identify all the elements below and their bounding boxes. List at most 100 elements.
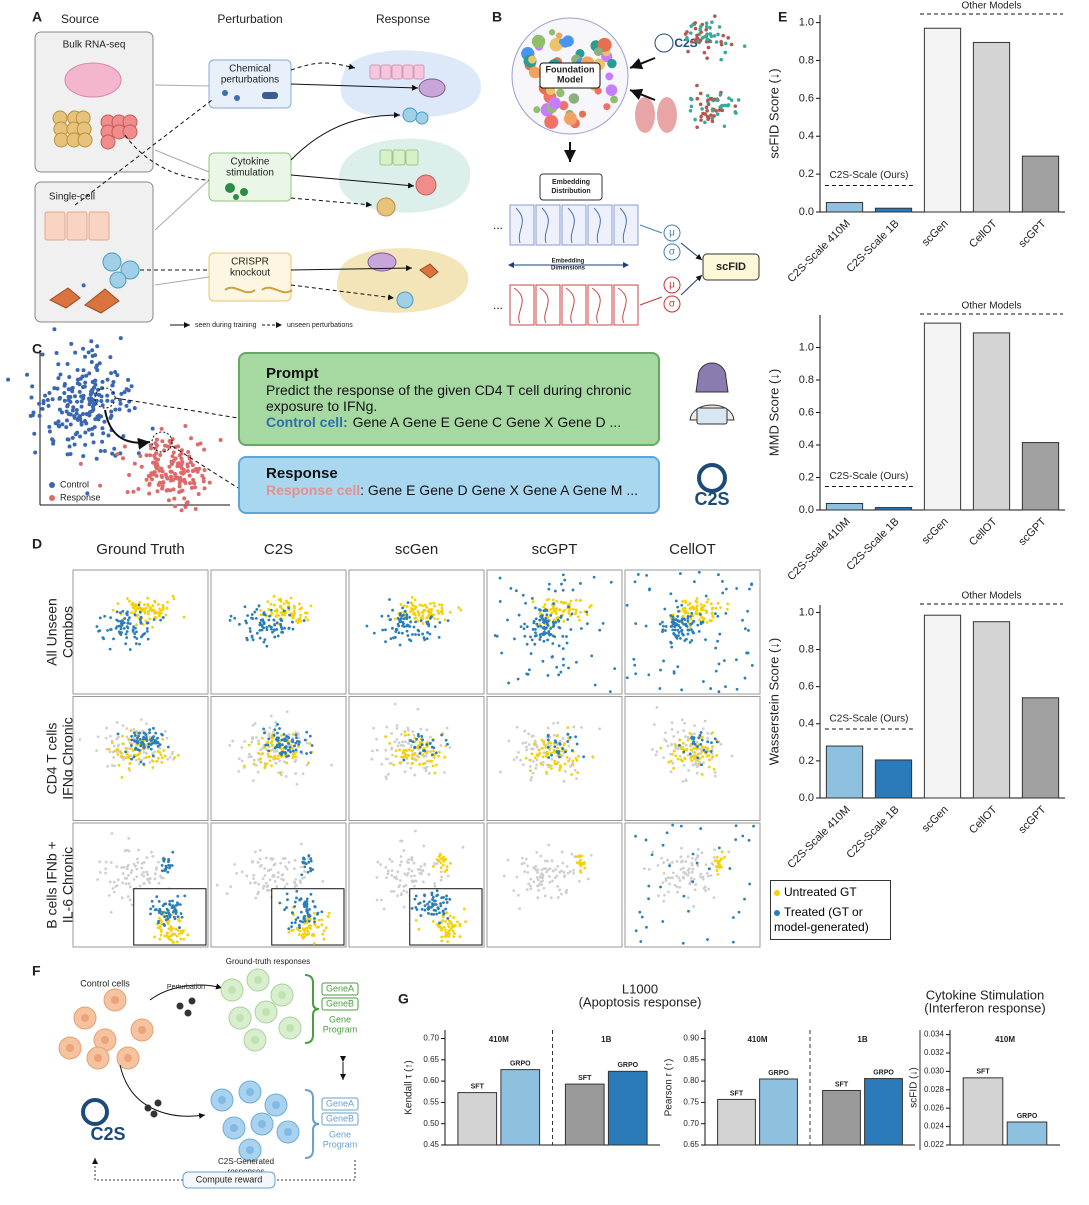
gene-box: [321, 982, 359, 996]
umap-point: [380, 614, 384, 618]
umap-point: [512, 758, 516, 762]
scatter-dot: [62, 398, 67, 403]
cell: [405, 149, 419, 166]
umap-point: [277, 745, 281, 749]
umap-point: [127, 882, 131, 886]
umap-point: [420, 743, 424, 747]
umap-point: [684, 860, 688, 863]
distribution: [617, 287, 627, 324]
scatter-dot: [721, 33, 725, 38]
umap-point: [278, 759, 282, 763]
umap-point: [301, 936, 305, 940]
umap-point: [151, 854, 155, 858]
umap-point: [135, 867, 139, 871]
bar: [825, 503, 864, 511]
umap-point: [280, 630, 283, 634]
x-tick-label: CellOT: [967, 217, 1000, 250]
scatter-dot: [102, 419, 107, 424]
umap-point: [524, 601, 528, 605]
umap-point: [549, 896, 553, 900]
umap-point: [546, 674, 550, 677]
cluster-blob: [605, 84, 618, 96]
umap-point: [430, 607, 433, 611]
umap-point: [308, 914, 312, 918]
umap-point: [411, 756, 414, 760]
scatter-dot: [183, 504, 188, 509]
umap-point: [525, 642, 529, 646]
umap-point: [405, 753, 408, 757]
umap-point: [163, 915, 167, 919]
umap-point: [440, 603, 444, 607]
umap-point: [144, 619, 148, 623]
scatter-dot: [91, 440, 96, 445]
umap-point: [545, 613, 549, 617]
scatter-dot: [51, 441, 56, 446]
umap-point: [402, 622, 405, 626]
umap-point: [399, 617, 403, 620]
cluster-blob: [603, 103, 611, 111]
umap-point: [115, 618, 119, 622]
y-tick-label: 0.2: [799, 168, 814, 180]
umap-point: [287, 742, 290, 745]
scatter-dot: [126, 377, 131, 382]
umap-point: [747, 838, 751, 842]
cell: [49, 287, 81, 309]
cell: [246, 1088, 254, 1096]
umap-point: [682, 622, 685, 626]
umap-point: [693, 751, 697, 754]
scatter-dot: [118, 398, 123, 403]
umap-point: [401, 751, 405, 755]
scatter-dot: [693, 117, 697, 122]
umap-point: [662, 861, 666, 864]
umap-point: [109, 910, 113, 914]
umap-point: [731, 940, 735, 944]
gene-box: [321, 1112, 359, 1126]
umap-point: [315, 925, 319, 929]
scatter-dot: [105, 393, 110, 398]
y-tick-label: 0.028: [924, 1085, 945, 1094]
umap-point: [403, 872, 407, 876]
umap-point: [427, 873, 431, 876]
scatter-dot: [144, 453, 149, 458]
umap-point: [274, 720, 277, 724]
scatter-dot: [64, 425, 69, 430]
connector: [290, 112, 401, 161]
cluster-blob: [594, 87, 602, 95]
umap-point: [133, 613, 137, 617]
umap-point: [306, 870, 310, 874]
umap-point: [158, 613, 162, 616]
umap-point: [294, 877, 298, 881]
umap-point: [159, 874, 162, 878]
umap-point: [446, 931, 450, 935]
umap-point: [748, 587, 751, 591]
umap-point: [115, 747, 119, 751]
scatter-dot: [108, 355, 113, 360]
umap-point: [420, 907, 424, 911]
umap-point: [156, 736, 159, 740]
umap-point: [154, 611, 158, 615]
scatter-dot: [53, 421, 58, 426]
umap-point: [161, 603, 165, 607]
umap-point: [565, 888, 569, 892]
umap-point: [259, 760, 263, 764]
scatter-dot: [60, 422, 65, 427]
umap-point: [382, 907, 386, 911]
umap-point: [519, 625, 523, 628]
umap-point: [178, 932, 181, 936]
umap-point: [307, 761, 310, 765]
umap-point: [677, 631, 681, 634]
umap-point: [145, 629, 149, 633]
y-tick-label: 0.2: [799, 755, 814, 767]
umap-point: [562, 620, 566, 623]
umap-point: [437, 750, 441, 754]
scatter-dot: [74, 411, 79, 416]
scatter-dot: [78, 434, 83, 439]
cell: [101, 1036, 109, 1044]
umap-point: [179, 937, 183, 941]
umap-point: [290, 921, 294, 925]
scatter-dot: [79, 404, 84, 409]
umap-point: [705, 611, 708, 615]
umap-point: [301, 920, 304, 924]
scatter-dot: [81, 283, 86, 288]
umap-point: [655, 750, 659, 753]
